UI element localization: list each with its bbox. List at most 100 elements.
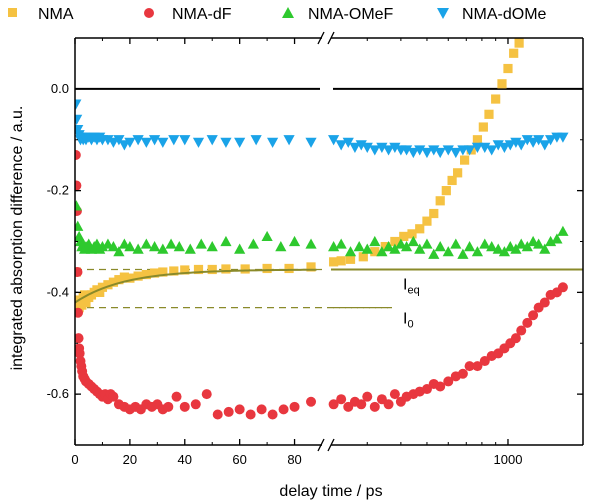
data-point [345,254,356,264]
data-point [165,238,177,249]
data-point [184,243,196,254]
data-point [551,233,563,244]
legend-marker-nma-dome [437,8,449,19]
data-point [442,246,454,257]
data-point [220,137,232,148]
data-point [75,348,85,359]
data-point [81,297,91,308]
data-point [190,399,201,410]
data-point [132,243,144,254]
data-point [407,147,419,159]
data-point [195,238,207,249]
data-point [234,404,245,415]
data-point [533,135,545,146]
data-point [457,368,468,379]
data-point [478,122,488,132]
data-point [336,394,347,405]
data-point [389,389,400,400]
data-point [179,401,190,412]
y-axis-label: integrated absorption difference / a.u. [9,106,26,371]
legend-marker-nma-df [144,8,154,18]
data-point [125,273,135,283]
data-point [256,404,267,415]
data-point [369,401,380,412]
data-point [353,240,365,252]
x-tick-label: 1000 [494,452,523,467]
data-point [278,404,289,415]
data-point [288,235,301,247]
data-point [289,401,300,412]
data-point [132,135,144,146]
data-point [305,137,317,148]
data-point [284,263,294,274]
data-point [380,241,390,252]
data-point [344,246,357,257]
data-point [328,135,340,146]
data-point [539,140,551,151]
data-point [75,307,84,318]
data-point [103,280,113,290]
legend: NMA NMA-dF NMA-OMeF NMA-dOMe [8,6,547,23]
data-point [557,282,568,293]
data-point [193,264,204,275]
data-point [472,135,483,145]
data-point [395,238,407,249]
data-point [435,196,445,206]
data-point [415,224,425,234]
data-point [509,48,519,58]
data-point [421,147,433,159]
x-tick-label: 20 [123,452,137,467]
data-point [173,240,185,252]
axis-break-mark [317,438,325,452]
data-point [447,175,457,186]
data-point [471,246,484,257]
data-point [163,401,174,412]
data-point [245,409,256,420]
data-point [369,235,381,247]
data-point [141,269,151,280]
data-point [342,137,354,148]
data-point [382,240,395,252]
data-point [376,246,388,257]
legend-marker-nma [8,8,17,17]
axis-break-mark [327,31,335,45]
data-point [240,264,250,274]
data-point [557,132,569,143]
data-point [148,240,161,252]
data-point [250,135,262,146]
data-point [140,238,152,249]
data-point [528,310,539,321]
data-point [108,277,119,287]
data-point [336,256,346,266]
data-point [521,240,533,252]
data-point [220,235,232,247]
data-point [486,145,498,156]
data-point [479,356,490,367]
data-point [329,257,339,267]
data-point [434,240,446,252]
data-point [107,240,120,252]
fit-curve [74,268,317,304]
data-point [133,271,143,281]
data-point [192,137,205,148]
data-point [234,243,246,254]
data-point [97,282,108,292]
data-point [389,243,401,254]
data-point [247,238,259,249]
data-point [169,266,179,276]
data-point [435,381,446,392]
data-point [441,186,451,196]
data-point [471,142,484,153]
data-point [75,180,82,191]
data-point [157,137,169,148]
data-point [399,231,409,242]
data-point [515,238,527,249]
data-point [201,389,212,400]
y-tick-label: -0.2 [47,183,69,198]
data-point [114,275,124,285]
data-point [75,150,81,161]
annotation-ieq: Ieq [403,276,420,296]
data-point [95,287,105,297]
data-point [119,272,129,282]
data-point [113,246,125,257]
